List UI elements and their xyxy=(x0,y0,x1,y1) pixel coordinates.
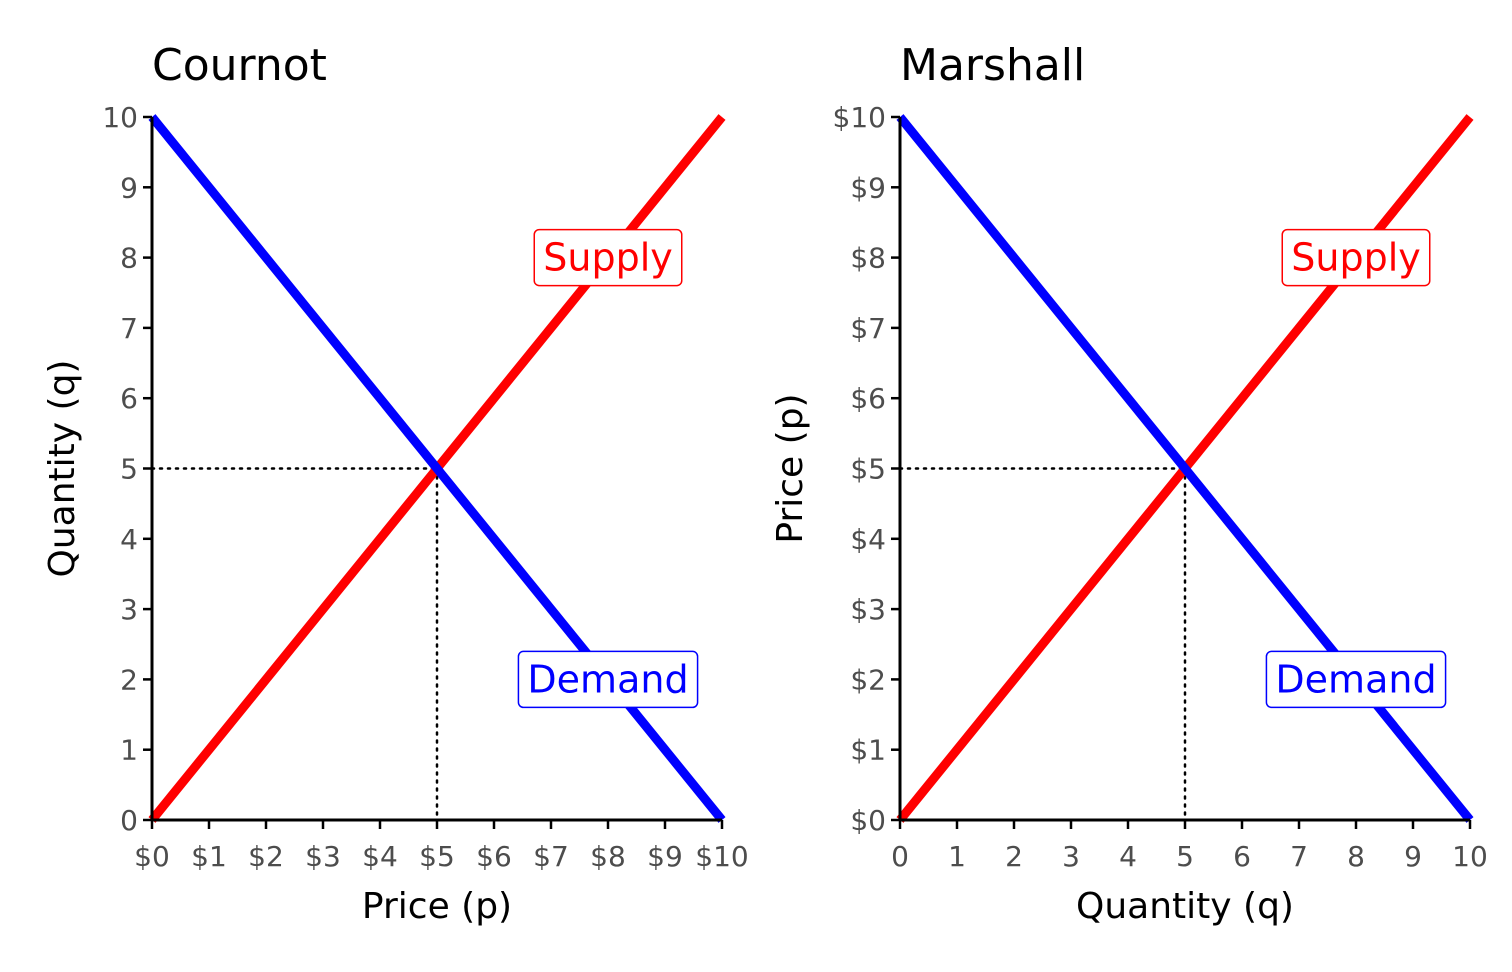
series-label-box xyxy=(517,650,699,709)
x-tick-label: 6 xyxy=(1233,840,1251,873)
series-label-demand: Demand xyxy=(517,650,699,709)
x-tick-label: $0 xyxy=(134,840,170,873)
series-label-text: Supply xyxy=(1291,236,1421,280)
x-tick-label: $2 xyxy=(248,840,284,873)
x-tick-label: 10 xyxy=(1452,840,1488,873)
chart-panel-cournot: Cournot $0 $1 $2 $3 $4 $5 $6 $7 $8 $9 $10 0 1 2 3 4 5 6 7 8 9… xyxy=(42,40,749,927)
y-tick-label: $7 xyxy=(850,312,886,345)
x-tick-label: $4 xyxy=(362,840,398,873)
chart-panel-marshall: Marshall 0 1 2 3 4 5 6 7 8 9 10 $0 $1 $2 $3 $4 $5 $6 $7 $8 $9… xyxy=(770,40,1488,927)
chart-title: Cournot xyxy=(152,40,327,91)
series-label-text: Demand xyxy=(1275,657,1436,701)
series-label-box xyxy=(533,228,683,287)
y-tick-label: 10 xyxy=(102,101,138,134)
x-tick-label: $10 xyxy=(695,840,748,873)
x-tick-label: 9 xyxy=(1404,840,1422,873)
y-tick-label: 4 xyxy=(120,523,138,556)
x-tick-label: $3 xyxy=(305,840,341,873)
y-axis-title: Price (p) xyxy=(770,393,811,543)
y-tick-label: $3 xyxy=(850,593,886,626)
y-tick-label: 9 xyxy=(120,171,138,204)
y-tick-label: $5 xyxy=(850,453,886,486)
x-axis-title: Quantity (q) xyxy=(1076,886,1294,927)
series-label-supply: Supply xyxy=(1281,228,1431,287)
series-label-text: Demand xyxy=(527,657,688,701)
x-tick-label: 7 xyxy=(1290,840,1308,873)
x-tick-label: 1 xyxy=(948,840,966,873)
y-tick-label: $10 xyxy=(833,101,886,134)
x-tick-label: 3 xyxy=(1062,840,1080,873)
x-tick-label: 8 xyxy=(1347,840,1365,873)
y-tick-label: 8 xyxy=(120,242,138,275)
y-tick-label: $0 xyxy=(850,804,886,837)
series-label-text: Supply xyxy=(543,236,673,280)
y-tick-label: 0 xyxy=(120,804,138,837)
y-tick-label: $1 xyxy=(850,734,886,767)
series-label-box xyxy=(1265,650,1447,709)
y-tick-label: 6 xyxy=(120,382,138,415)
series-label-supply: Supply xyxy=(533,228,683,287)
x-tick-label: 5 xyxy=(1176,840,1194,873)
x-tick-label: $5 xyxy=(419,840,455,873)
x-tick-label: 2 xyxy=(1005,840,1023,873)
y-tick-label: $4 xyxy=(850,523,886,556)
y-tick-label: 2 xyxy=(120,663,138,696)
x-tick-label: $9 xyxy=(647,840,683,873)
y-tick-label: $9 xyxy=(850,171,886,204)
x-tick-label: $7 xyxy=(533,840,569,873)
x-tick-label: 0 xyxy=(891,840,909,873)
x-tick-label: $6 xyxy=(476,840,512,873)
y-tick-label: 5 xyxy=(120,453,138,486)
y-axis-title: Quantity (q) xyxy=(42,360,83,578)
series-label-box xyxy=(1281,228,1431,287)
y-tick-label: 1 xyxy=(120,734,138,767)
y-tick-label: $6 xyxy=(850,382,886,415)
y-tick-label: $8 xyxy=(850,242,886,275)
x-tick-label: $1 xyxy=(191,840,227,873)
y-tick-label: 7 xyxy=(120,312,138,345)
x-tick-label: 4 xyxy=(1119,840,1137,873)
series-label-demand: Demand xyxy=(1265,650,1447,709)
y-tick-label: 3 xyxy=(120,593,138,626)
x-axis-title: Price (p) xyxy=(362,886,512,927)
chart-title: Marshall xyxy=(900,40,1085,91)
y-tick-label: $2 xyxy=(850,663,886,696)
x-tick-label: $8 xyxy=(590,840,626,873)
